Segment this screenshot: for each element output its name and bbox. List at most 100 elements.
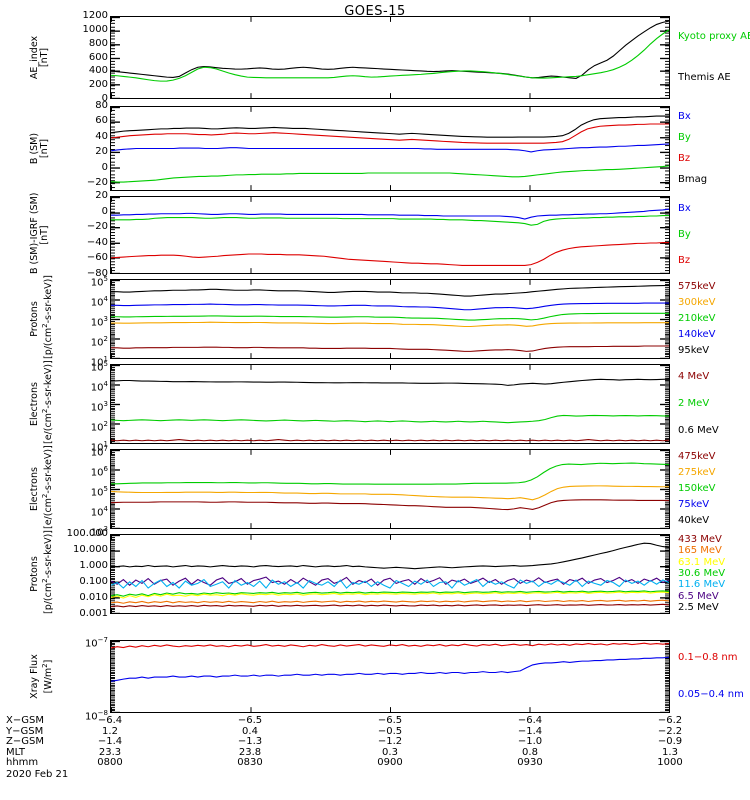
plot-canvas-protons-mev (111, 535, 669, 613)
x-axis-row-label: MLT (6, 746, 25, 758)
y-tick-label: 106 (90, 465, 108, 479)
x-axis-value: 0.4 (242, 725, 258, 737)
series-line (111, 500, 669, 510)
legend-item: 0.05−0.4 nm (678, 688, 744, 700)
y-axis-title-protons-mev: Protons [p/(cm2-s-sr-keV)] (29, 530, 55, 614)
x-axis-value: 0930 (517, 757, 543, 769)
y-tick-label: 101 (90, 440, 108, 454)
legend-item: 11.6 MeV (678, 579, 726, 591)
y-tick-label: 100.000 (66, 528, 108, 539)
legend-item: 4 MeV (678, 371, 710, 383)
plot-panel-electrons-mev (110, 364, 670, 444)
x-axis-row-z-gsm: Z−GSM −1.4 −1.3 −1.2 −1.0 −0.9 (0, 737, 750, 748)
series-line (111, 486, 669, 500)
x-axis-value: 0.8 (522, 746, 538, 758)
series-line (111, 216, 669, 226)
series-line (111, 657, 669, 681)
legend-item: By (678, 229, 691, 240)
legend-item: Bz (678, 255, 691, 266)
y-tick-labels-electrons-kev: 103 104 105 106 107 (58, 445, 108, 538)
legend-item: Bz (678, 153, 691, 165)
series-line (111, 463, 669, 484)
x-axis-row-label: hhmm (6, 757, 39, 769)
axis-ticks (111, 450, 669, 528)
x-axis-value: 23.3 (98, 746, 122, 758)
y-axis-title-protons-kev: Protons [p/(cm2-s-sr-keV)] (29, 275, 55, 359)
x-axis-value: −6.5 (237, 715, 263, 726)
y-tick-label: 0.001 (79, 608, 108, 619)
y-axis-title-electrons-kev: Electrons [e/(cm2-s-sr-keV)] (29, 445, 55, 529)
plot-panel-b-sm (110, 106, 670, 191)
legend-item: 6.5 MeV (678, 590, 719, 602)
y-tick-label: 101 (90, 355, 108, 369)
y-tick-label: 0 (101, 161, 108, 173)
series-line (111, 303, 669, 310)
legend-item: 63.1 MeV (678, 556, 726, 568)
y-tick-label: 103 (90, 525, 108, 539)
series-line (111, 285, 669, 296)
x-axis-value: −6.4 (97, 715, 123, 726)
series-line (111, 243, 669, 266)
y-tick-label: 105 (90, 485, 108, 499)
y-tick-label: 104 (90, 380, 108, 394)
y-tick-label: −20 (86, 177, 108, 189)
plot-canvas-electrons-kev (111, 450, 669, 528)
x-axis-value: 0830 (237, 757, 263, 769)
plot-canvas-electrons-mev (111, 365, 669, 443)
series-line (111, 643, 669, 648)
series-line (111, 144, 669, 152)
legend-item: Bx (678, 110, 691, 122)
y-tick-label: 102 (90, 420, 108, 434)
y-tick-labels-protons-kev: 101 102 103 104 105 (58, 275, 108, 368)
series-line (111, 30, 669, 81)
series-line (111, 322, 669, 326)
axis-ticks (111, 17, 669, 98)
x-axis-row-label: Z−GSM (6, 736, 44, 748)
x-axis-value: −6.4 (517, 715, 543, 726)
legend-item: 0.1−0.8 nm (678, 652, 738, 664)
y-tick-label: 1.000 (79, 560, 108, 571)
page-title: GOES-15 (344, 4, 406, 19)
series-line (111, 313, 669, 320)
legend-item: Bx (678, 203, 691, 214)
y-tick-label: 80 (95, 100, 108, 111)
series-line (111, 600, 669, 603)
y-axis-title-b-sm: B (SM) [nT] (29, 132, 50, 165)
plot-canvas-xray-flux (111, 641, 669, 712)
x-axis-value: 23.8 (238, 746, 262, 758)
legend-item: By (678, 131, 691, 143)
y-tick-label: 105 (90, 275, 108, 289)
legend-item: 165 MeV (678, 545, 722, 557)
legend-item: 275keV (678, 467, 716, 478)
y-tick-labels-protons-mev: 0.001 0.010 0.100 1.000 10.000 100.000 (58, 529, 108, 619)
y-tick-labels-xray-flux: 10−8 10−7 (58, 636, 108, 722)
legend-item: 140keV (678, 329, 716, 340)
legend-item: 300keV (678, 297, 716, 308)
series-line (111, 346, 669, 351)
x-axis-row-label: X−GSM (6, 715, 44, 726)
legend-item: 2.5 MeV (678, 602, 719, 614)
y-tick-label: 40 (95, 130, 108, 142)
y-axis-title-b-sm-igrf: B (SM)-IGRF (SM) [nT] (29, 192, 50, 275)
y-tick-label: 105 (90, 360, 108, 374)
y-tick-label: 107 (90, 445, 108, 459)
y-tick-labels-b-sm-igrf: −80 −60 −40 −20 0 20 (58, 191, 108, 279)
plot-panel-protons-kev (110, 279, 670, 359)
y-tick-label: 104 (90, 505, 108, 519)
legend-item: 0.6 MeV (678, 424, 719, 436)
plot-canvas-protons-kev (111, 280, 669, 358)
axis-ticks (111, 641, 669, 712)
x-axis-row-mlt: MLT 23.3 23.8 0.3 0.8 1.3 (0, 746, 750, 759)
x-axis-annotations: X−GSM −6.4 −6.5 −6.5 −6.4 −6.2 Y−GSM 1.2 0.4 −0.5… (0, 715, 750, 769)
y-tick-label: 1000 (82, 23, 108, 35)
y-tick-label: 0 (101, 93, 108, 104)
series-line (111, 415, 669, 422)
x-axis-value: 1000 (657, 757, 683, 769)
y-tick-label: 60 (95, 115, 108, 127)
y-tick-label: 400 (88, 65, 108, 77)
y-tick-label: 104 (90, 295, 108, 309)
axis-ticks (111, 365, 669, 443)
x-axis-value: −6.5 (377, 715, 403, 726)
axis-ticks (111, 197, 669, 273)
